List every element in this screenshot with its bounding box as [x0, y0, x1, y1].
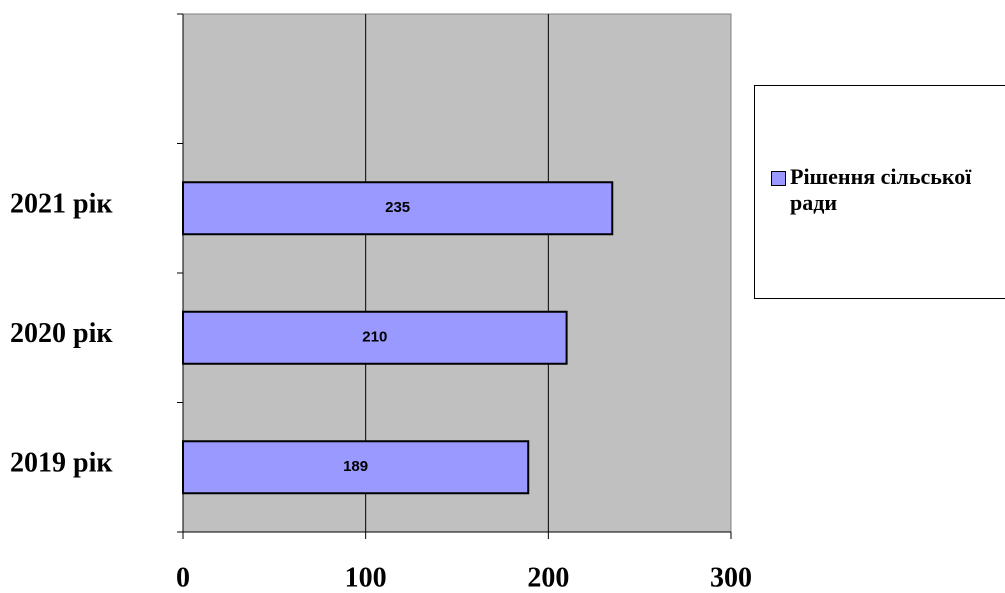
bar — [182, 181, 614, 236]
x-tick-label: 0 — [176, 562, 190, 593]
y-tick-label: 2020 рік — [10, 318, 113, 349]
x-tick-label: 300 — [710, 562, 752, 593]
value-label: 235 — [385, 199, 410, 216]
x-tick-label: 200 — [527, 562, 569, 593]
bar — [182, 310, 568, 365]
value-label: 210 — [362, 329, 387, 346]
legend: Рішення сільської ради — [754, 85, 1005, 299]
legend-swatch — [771, 171, 786, 186]
legend-label: Рішення сільської ради — [790, 164, 972, 215]
value-label: 189 — [343, 458, 368, 475]
x-tick-label: 100 — [345, 562, 387, 593]
bar — [182, 440, 530, 495]
legend-item: Рішення сільської ради — [771, 164, 990, 216]
y-tick-label: 2021 рік — [10, 189, 113, 220]
y-tick-label: 2019 рік — [10, 448, 113, 479]
